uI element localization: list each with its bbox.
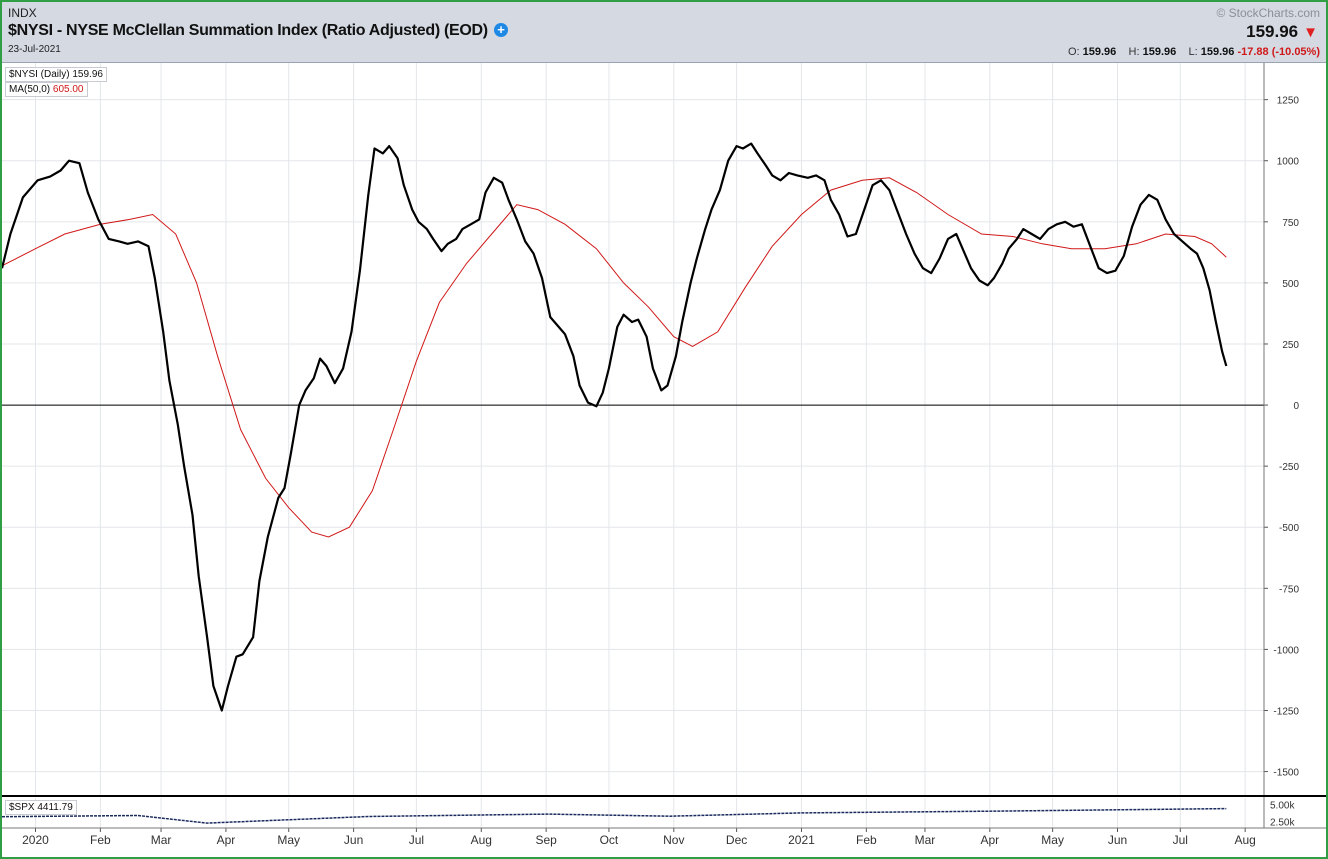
legend-series: $NYSI (Daily) 159.96	[5, 67, 107, 82]
y-tick-label: 250	[1282, 340, 1299, 351]
y-tick-label: -500	[1279, 523, 1299, 534]
x-tick-label: May	[1041, 833, 1064, 847]
chart-title-text: $NYSI - NYSE McClellan Summation Index (…	[8, 22, 488, 39]
legend-ma-label: MA(50,0)	[9, 84, 51, 95]
legend-spx-label: $SPX	[9, 802, 35, 813]
x-tick-label: Mar	[915, 833, 936, 847]
high-value: 159.96	[1142, 46, 1177, 58]
legend-series-value: 159.96	[72, 69, 103, 80]
legend-spx: $SPX 4411.79	[5, 800, 77, 815]
y-tick-label: -750	[1279, 584, 1299, 595]
y-tick-label: 1250	[1277, 96, 1300, 107]
change-value: -17.88 (-10.05%)	[1237, 46, 1320, 58]
open-label: O:	[1067, 46, 1080, 58]
y-tick-label: 1000	[1277, 157, 1300, 168]
y-tick-label: -250	[1279, 462, 1299, 473]
ohlc-summary: O: 159.96 H: 159.96 L: 159.96 -17.88 (-1…	[1068, 46, 1320, 58]
lower-y-tick-label: 5.00k	[1270, 801, 1295, 812]
down-arrow-icon: ▼	[1303, 24, 1318, 41]
x-tick-label: Mar	[151, 833, 172, 847]
x-tick-label: Sep	[535, 833, 557, 847]
x-tick-label: 2021	[788, 833, 815, 847]
x-tick-label: Jun	[344, 833, 363, 847]
lower-y-tick-label: 2.50k	[1270, 817, 1295, 828]
legend-ma: MA(50,0) 605.00	[5, 82, 88, 97]
series-line-spx	[2, 807, 1227, 824]
copyright-text[interactable]: © StockCharts.com	[1216, 6, 1320, 20]
x-tick-label: Dec	[726, 833, 747, 847]
chart-header: INDX $NYSI - NYSE McClellan Summation In…	[2, 2, 1326, 63]
y-tick-label: -1250	[1273, 706, 1299, 717]
x-tick-label: Aug	[471, 833, 492, 847]
x-tick-label: Nov	[663, 833, 684, 847]
x-tick-label: Feb	[90, 833, 111, 847]
exchange-label: INDX	[8, 6, 37, 20]
x-tick-label: Jul	[1173, 833, 1188, 847]
series-line-ma	[2, 177, 1227, 538]
series-line-nysi	[2, 142, 1228, 712]
y-tick-label: 500	[1282, 279, 1299, 290]
last-price-value: 159.96	[1246, 22, 1299, 41]
legend-spx-value: 4411.79	[37, 802, 73, 813]
y-tick-label: 0	[1293, 401, 1299, 412]
legend-series-label: $NYSI (Daily)	[9, 69, 70, 80]
chart-date: 23-Jul-2021	[8, 44, 61, 55]
x-tick-label: Jul	[409, 833, 424, 847]
last-price: 159.96 ▼	[1246, 22, 1318, 42]
y-tick-label: 750	[1282, 218, 1299, 229]
x-tick-label: May	[277, 833, 300, 847]
legend-ma-value: 605.00	[52, 84, 84, 95]
y-tick-label: -1500	[1273, 768, 1299, 779]
x-tick-label: Apr	[980, 833, 999, 847]
x-tick-label: Apr	[217, 833, 236, 847]
low-label: L:	[1188, 46, 1198, 58]
x-tick-label: Feb	[856, 833, 877, 847]
x-tick-label: Oct	[600, 833, 619, 847]
add-icon[interactable]: +	[493, 23, 508, 37]
chart-title: $NYSI - NYSE McClellan Summation Index (…	[8, 22, 508, 40]
open-value: 159.96	[1082, 46, 1117, 58]
y-tick-label: -1000	[1273, 645, 1299, 656]
x-tick-label: Aug	[1234, 833, 1255, 847]
x-tick-label: 2020	[22, 833, 49, 847]
low-value: 159.96	[1200, 46, 1235, 58]
high-label: H:	[1128, 46, 1140, 58]
x-tick-label: Jun	[1108, 833, 1127, 847]
